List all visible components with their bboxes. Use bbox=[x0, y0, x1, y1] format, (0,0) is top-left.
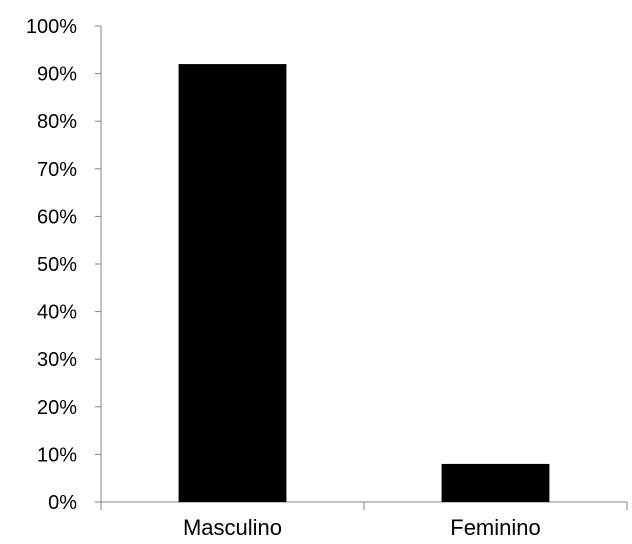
y-tick-label: 30% bbox=[37, 349, 77, 371]
y-tick-label: 40% bbox=[37, 302, 77, 324]
y-tick-label: 60% bbox=[37, 206, 77, 228]
y-tick-label: 80% bbox=[37, 111, 77, 133]
bar-masculino bbox=[178, 64, 287, 502]
y-tick-label: 70% bbox=[37, 159, 77, 181]
y-axis: 0% 10% 20% 30% 40% 50% 60% 70% 80% 90% 100% bbox=[26, 16, 102, 514]
y-tick-label: 0% bbox=[48, 492, 77, 514]
y-tick-label: 20% bbox=[37, 397, 77, 419]
x-tick-group: Masculino Feminino bbox=[100, 502, 628, 540]
y-tick-label: 10% bbox=[37, 444, 77, 466]
x-tick-label: Masculino bbox=[183, 515, 282, 540]
x-axis: Masculino Feminino bbox=[100, 501, 628, 540]
y-tick-label: 100% bbox=[26, 16, 77, 38]
y-tick-group: 0% 10% 20% 30% 40% 50% 60% 70% 80% 90% 100% bbox=[26, 16, 101, 514]
x-tick-label: Feminino bbox=[450, 515, 540, 540]
y-tick-label: 90% bbox=[37, 64, 77, 86]
bar-feminino bbox=[441, 463, 550, 502]
bar-group bbox=[178, 64, 550, 502]
y-tick-label: 50% bbox=[37, 254, 77, 276]
